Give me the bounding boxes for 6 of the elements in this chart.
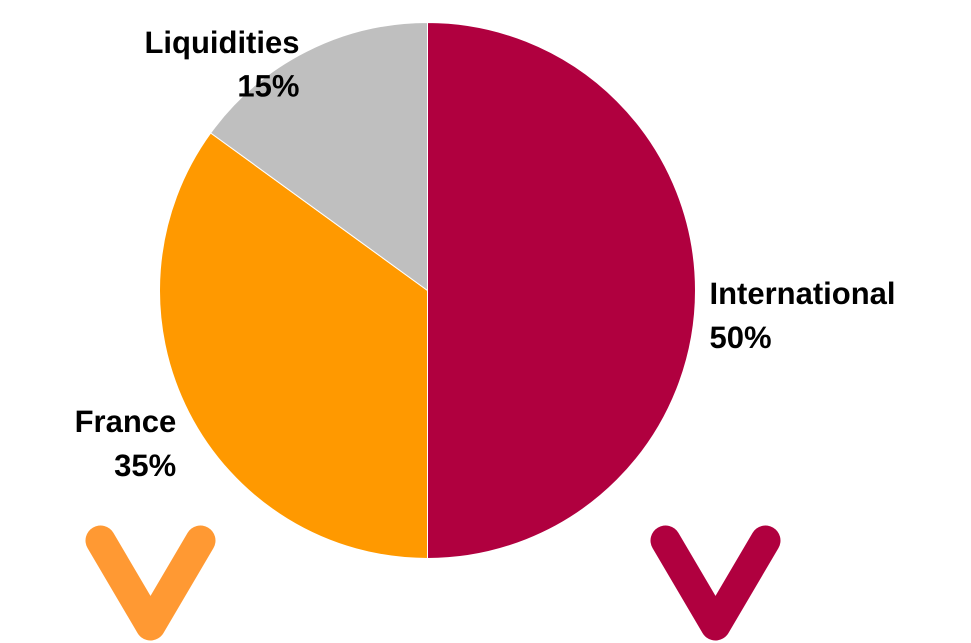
data-label: 15% xyxy=(237,68,300,104)
data-label: 50% xyxy=(710,320,772,355)
slice-label: Liquidities xyxy=(144,24,300,60)
data-label: 35% xyxy=(114,448,176,483)
slice-label: International xyxy=(710,276,896,312)
slice-label: France xyxy=(74,404,176,440)
